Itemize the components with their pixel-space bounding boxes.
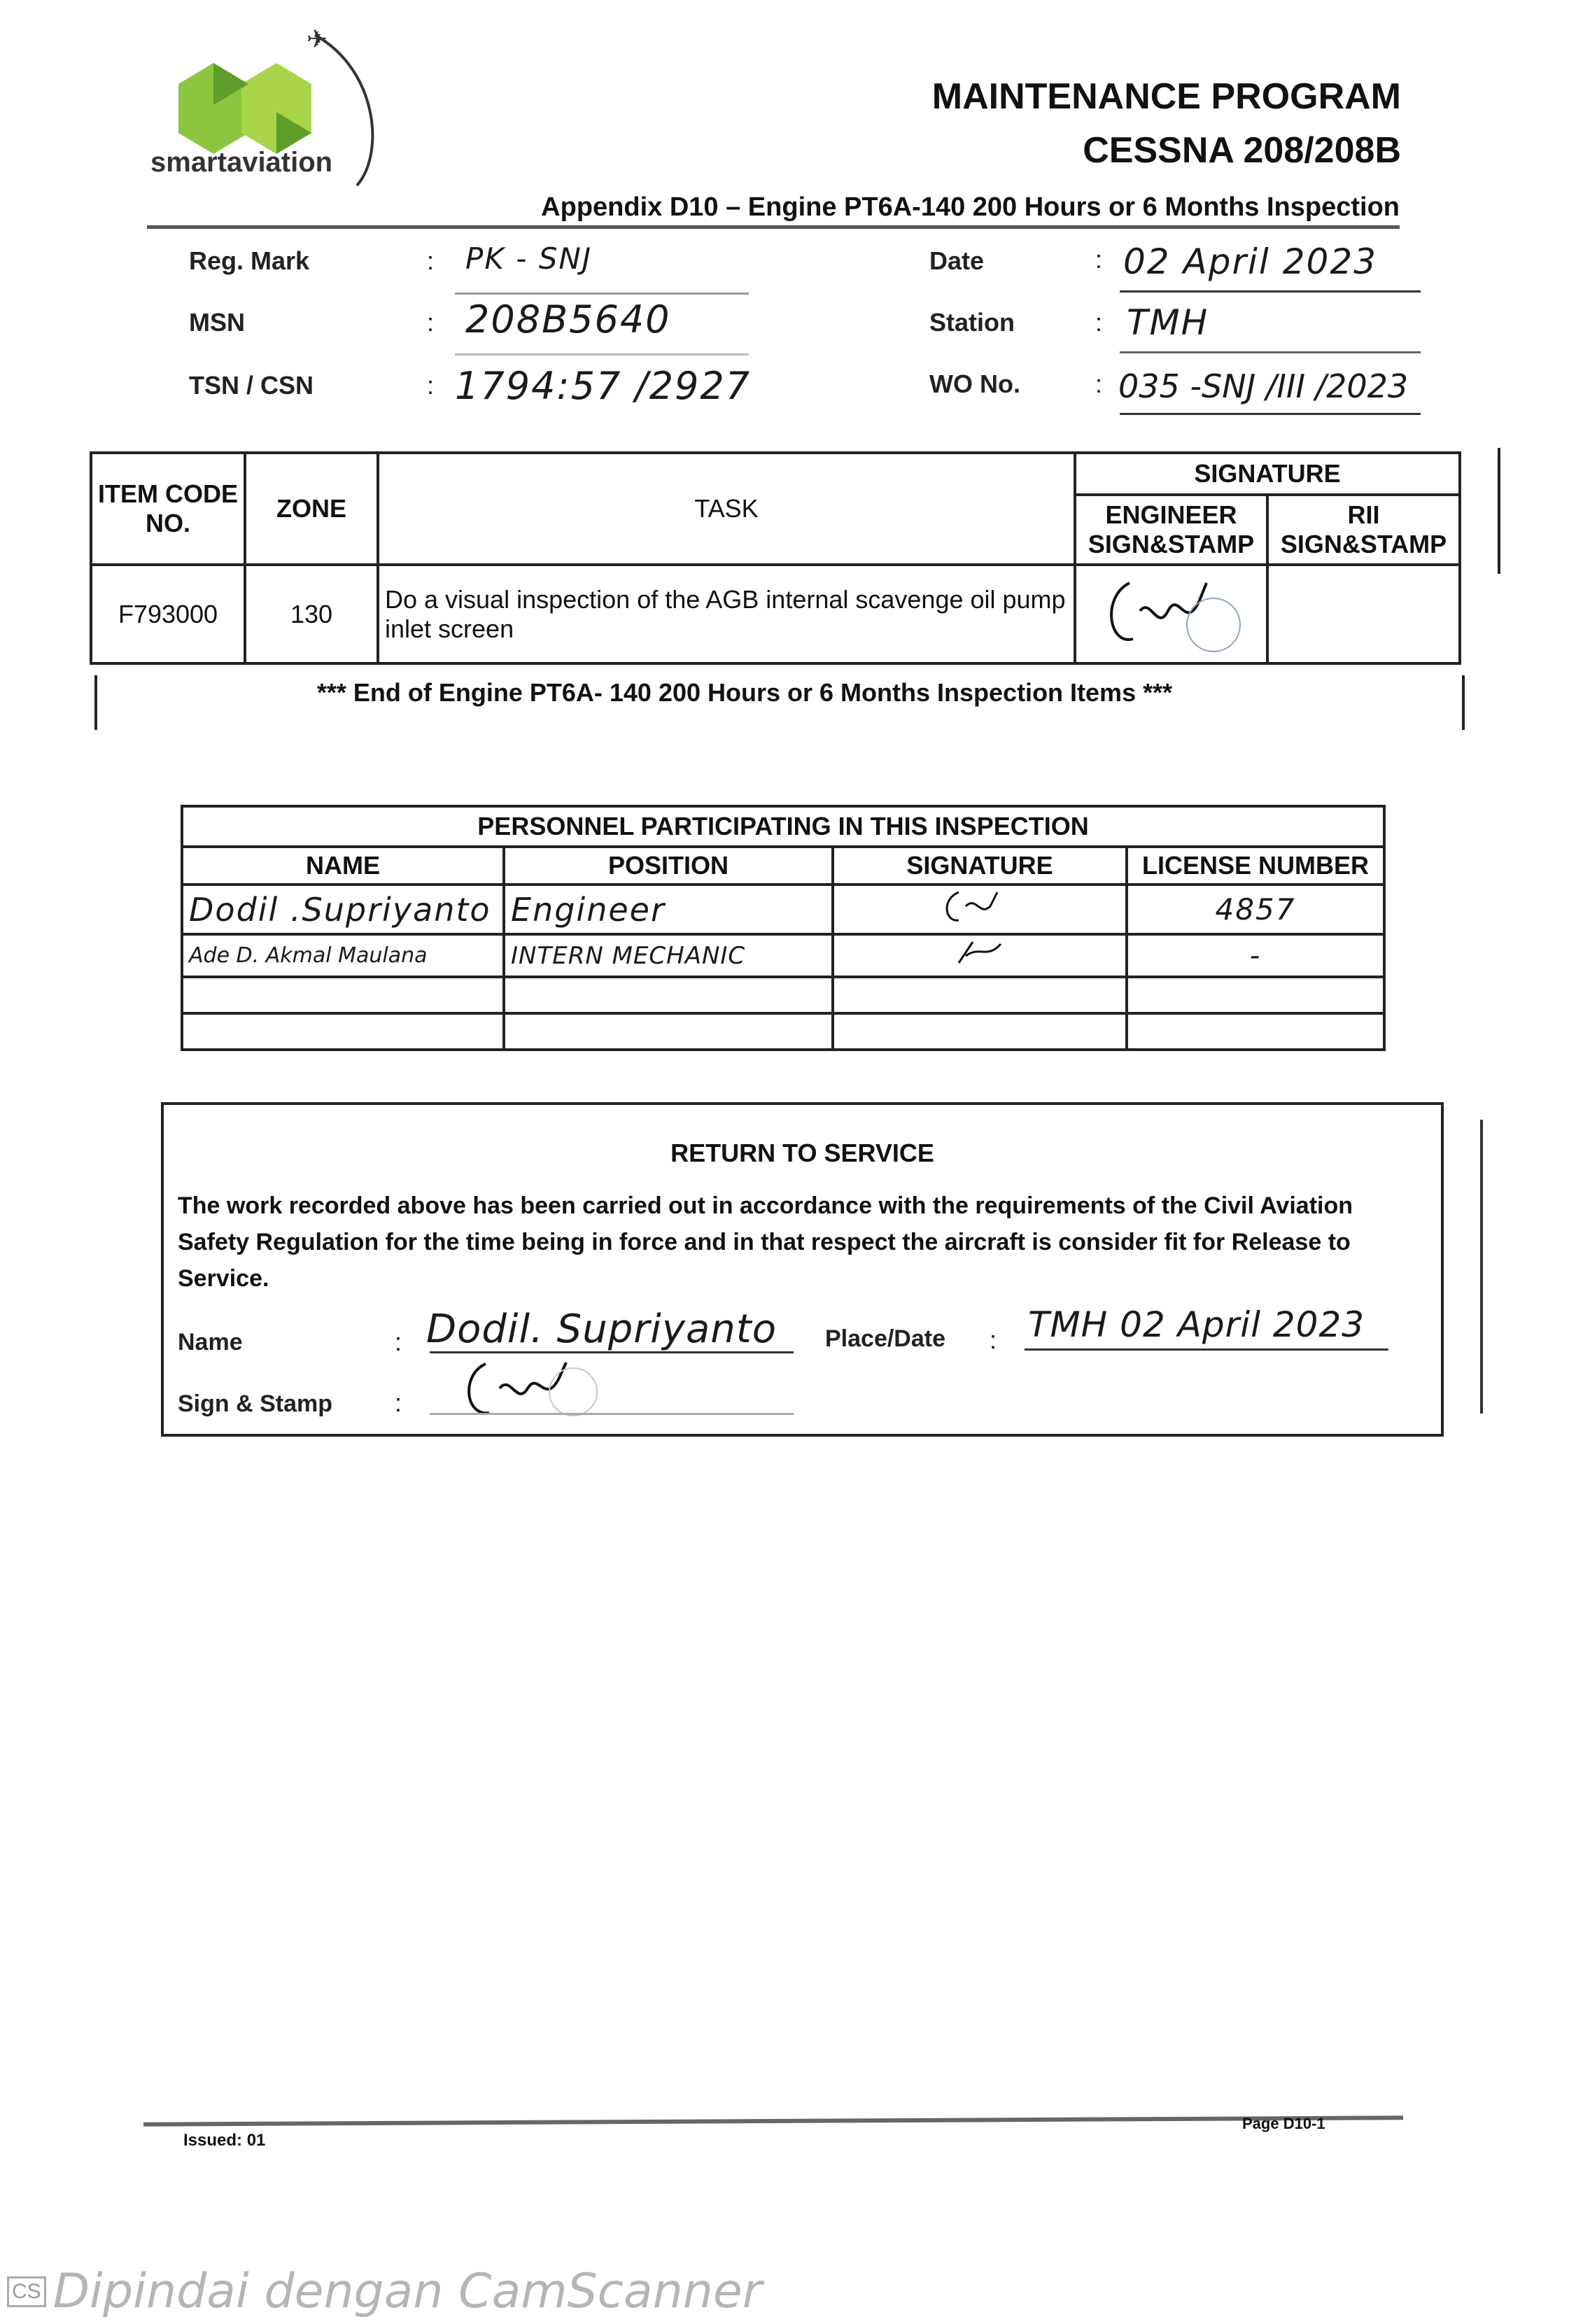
signature-icon [957,941,1002,964]
license-cell: - [1125,933,1386,978]
footer-page: Page D10-1 [1242,2115,1325,2132]
scan-edge-line [1498,448,1500,574]
personnel-table: PERSONNEL PARTICIPATING IN THIS INSPECTI… [181,805,1386,1051]
doc-subtitle: CESSNA 208/208B [1083,130,1401,171]
name-cell: Dodil .Supriyanto [181,883,505,936]
task-table: ITEM CODE NO. ZONE TASK SIGNATURE ENGINE… [90,451,1461,665]
logo-mark-icon: ✈ [178,24,374,187]
msn-label: MSN [189,308,245,337]
underline [1120,413,1421,415]
camscanner-logo-icon: CS [7,2276,46,2307]
colon: : [1095,369,1103,398]
end-note-row: *** End of Engine PT6A- 140 200 Hours or… [94,675,1465,730]
header-engineer: ENGINEER SIGN&STAMP [1074,493,1269,566]
colon: : [427,308,435,337]
footer-divider [143,2115,1404,2127]
sign-stamp-label: Sign & Stamp [178,1390,333,1417]
task-cell: Do a visual inspection of the AGB intern… [377,563,1076,665]
table-row [181,1012,1386,1051]
signature-cell [831,883,1128,936]
doc-title: MAINTENANCE PROGRAM [931,76,1401,117]
signature-icon [945,891,999,922]
underline [1025,1348,1388,1351]
svg-text:✈: ✈ [307,24,328,53]
header-rii: RII SIGN&STAMP [1266,493,1461,566]
rts-name-label: Name [178,1329,243,1355]
engineer-signature-cell [1074,563,1269,665]
msn-value: 208B5640 [465,297,671,341]
underline [1120,290,1421,293]
signature-cell [831,933,1128,978]
name-cell: Ade D. Akmal Maulana [181,933,505,978]
colon: : [395,1388,402,1417]
footer-issue: Issued: 01 [183,2131,266,2150]
rts-name-value: Dodil. Supriyanto [426,1307,777,1352]
item-code-cell: F793000 [90,563,246,665]
signature-icon [1109,582,1241,652]
table-row: Ade D. Akmal Maulana INTERN MECHANIC - [181,933,1386,978]
wo-no-value: 035 -SNJ /III /2023 [1118,367,1409,405]
table-row: F793000 130 Do a visual inspection of th… [90,563,1461,665]
scan-edge-line [1480,1120,1483,1414]
colon: : [990,1325,997,1354]
tsn-csn-value: 1794:57 /2927 [455,364,752,408]
position-cell: Engineer [502,883,834,936]
table-row: Dodil .Supriyanto Engineer 4857 [181,883,1386,936]
underline [455,353,749,355]
date-label: Date [929,246,985,275]
header-signature: SIGNATURE [1074,451,1461,496]
col-name: NAME [181,845,505,886]
license-cell: 4857 [1125,883,1386,936]
place-date-value: TMH 02 April 2023 [1028,1304,1365,1345]
underline [430,1351,794,1353]
header-item-code: ITEM CODE NO. [90,451,246,566]
watermark-text: Dipindai dengan CamScanner [52,2264,762,2319]
header-task: TASK [377,451,1076,566]
colon: : [1095,308,1103,337]
signature-icon [467,1362,598,1416]
underline [1120,351,1421,353]
appendix-title: Appendix D10 – Engine PT6A-140 200 Hours… [541,192,1400,222]
colon: : [427,246,435,275]
header-zone: ZONE [244,451,379,566]
personnel-title: PERSONNEL PARTICIPATING IN THIS INSPECTI… [181,805,1386,848]
end-note: *** End of Engine PT6A- 140 200 Hours or… [316,678,1173,707]
logo-text: smartaviation [150,147,333,178]
col-license: LICENSE NUMBER [1125,845,1386,886]
underline [430,1413,794,1415]
colon: : [395,1328,402,1356]
underline [455,293,749,295]
rii-signature-cell [1266,563,1461,665]
position-cell: INTERN MECHANIC [502,933,834,978]
reg-mark-value: PK - SNJ [465,241,593,276]
col-position: POSITION [502,845,834,886]
company-logo: ✈ smartaviation [147,14,413,189]
colon: : [1095,245,1103,274]
rts-title: RETURN TO SERVICE [670,1139,934,1167]
col-signature: SIGNATURE [831,845,1128,886]
table-row [181,976,1386,1015]
return-to-service-box: RETURN TO SERVICE The work recorded abov… [161,1102,1444,1437]
wo-no-label: WO No. [929,369,1020,398]
zone-cell: 130 [244,563,379,665]
place-date-label: Place/Date [825,1325,945,1352]
tsn-csn-label: TSN / CSN [189,371,314,400]
camscanner-watermark: CS Dipindai dengan CamScanner [7,2264,762,2319]
reg-mark-label: Reg. Mark [189,246,310,275]
rts-statement: The work recorded above has been carried… [178,1192,1353,1292]
station-label: Station [929,308,1015,337]
header-divider [147,225,1400,229]
colon: : [427,371,435,400]
date-value: 02 April 2023 [1123,241,1377,282]
station-value: TMH [1127,302,1209,343]
